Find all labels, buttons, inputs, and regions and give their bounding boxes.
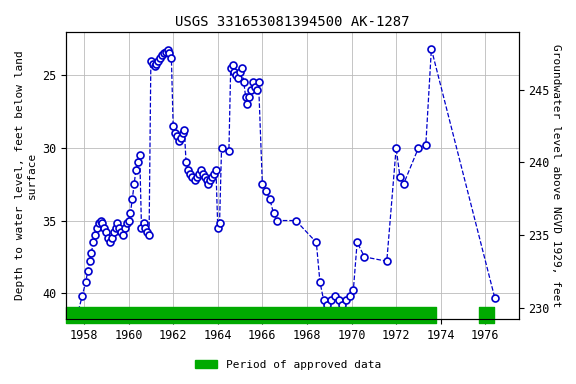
Legend: Period of approved data: Period of approved data [191, 356, 385, 375]
Y-axis label: Groundwater level above NGVD 1929, feet: Groundwater level above NGVD 1929, feet [551, 44, 561, 307]
Title: USGS 331653081394500 AK-1287: USGS 331653081394500 AK-1287 [175, 15, 410, 29]
Y-axis label: Depth to water level, feet below land
surface: Depth to water level, feet below land su… [15, 51, 37, 300]
